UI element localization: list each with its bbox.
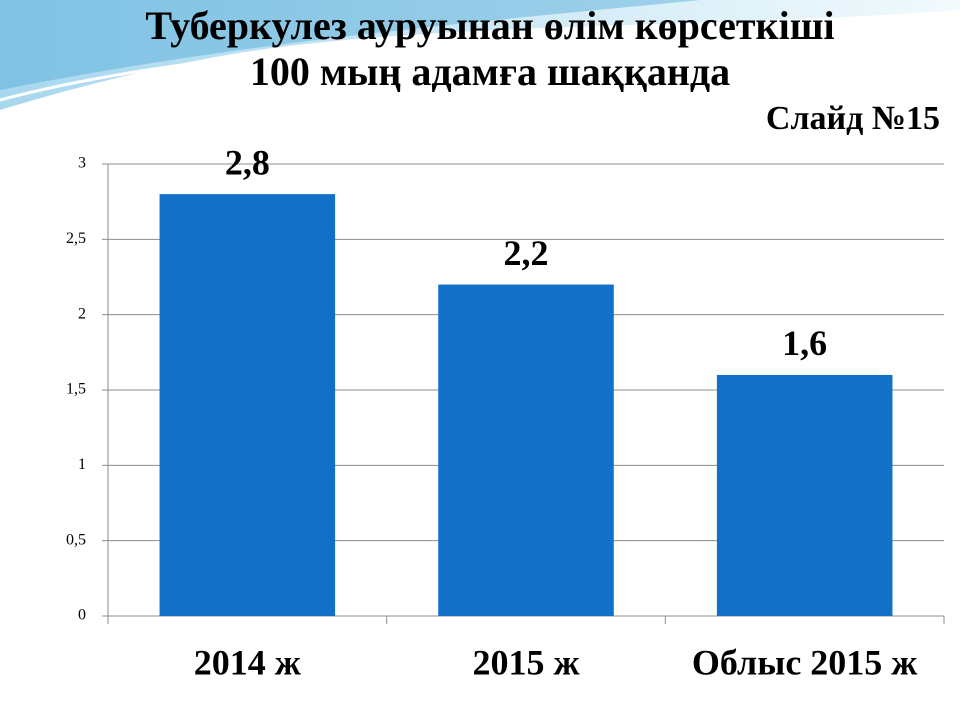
x-tick-label: 2015 ж [472,642,580,682]
bar [438,284,614,616]
y-tick-label: 0 [78,607,86,624]
data-label: 2,2 [504,233,549,273]
x-tick-label: 2014 ж [194,642,302,682]
bar [716,374,893,616]
y-tick-label: 1 [78,456,86,473]
slide-number: Слайд №15 [766,100,940,137]
y-tick-label: 1,5 [66,381,86,398]
y-tick-label: 0,5 [66,531,86,548]
decoration [0,0,960,110]
data-label: 2,8 [225,142,270,182]
plot-area: 0 0,5 1 1,5 2 2,5 3 2014 ж 2,8 2015 ж 2,2 Облыс 201… [66,142,945,682]
x-tick-label: Облыс 2015 ж [692,642,918,682]
chart-subtitle: 100 мың адамға шаққанда [250,49,730,94]
y-tick-label: 2 [78,305,86,322]
y-tick-label: 3 [78,155,86,172]
data-label: 1,6 [782,323,827,363]
y-tick-label: 2,5 [66,230,86,247]
chart-title: Туберкулез ауруынан өлім көрсеткіші [145,3,834,48]
bar [159,194,336,616]
